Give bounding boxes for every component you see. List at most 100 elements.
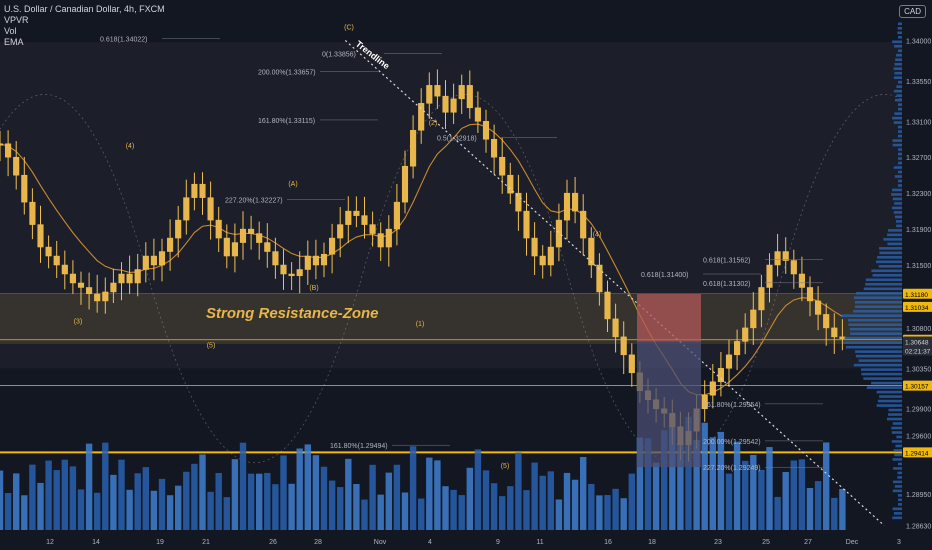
candle-body: [547, 246, 554, 266]
candle-body: [831, 327, 838, 338]
vpvr-row: [855, 350, 902, 353]
symbol-title[interactable]: U.S. Dollar / Canadian Dollar, 4h, FXCM: [4, 4, 165, 14]
volume-bar: [539, 475, 546, 530]
candle-body: [774, 251, 781, 266]
vpvr-row: [896, 85, 902, 88]
indicator-vpvr[interactable]: VPVR: [4, 15, 29, 25]
candle-body: [110, 282, 117, 293]
candle-body: [369, 224, 376, 234]
volume-bar: [604, 495, 611, 530]
volume-bar: [580, 456, 587, 530]
fib-label: 200.00%(1.29542): [703, 439, 761, 446]
price-badge-label: 1.31034: [905, 305, 929, 312]
volume-bar: [661, 430, 668, 530]
candle-body: [580, 210, 587, 239]
volume-bar: [37, 482, 44, 530]
price-tick-label: 1.28630: [906, 524, 931, 531]
candle-body: [620, 336, 627, 356]
volume-bar: [118, 459, 125, 530]
indicator-vol[interactable]: Vol: [4, 26, 17, 36]
vpvr-row: [888, 229, 902, 232]
volume-bar: [45, 460, 52, 530]
candle-body: [272, 251, 279, 266]
vpvr-row: [893, 89, 902, 93]
price-axis: 1.34000 1.33550 1.33100 1.32700 1.32300 1.319…: [902, 0, 932, 550]
vpvr-row: [892, 197, 902, 201]
currency-badge[interactable]: CAD: [899, 5, 926, 18]
volume-bar: [644, 438, 652, 530]
price-tick-label: 1.31500: [906, 263, 931, 270]
vpvr-row: [894, 44, 902, 48]
vpvr-row: [877, 256, 902, 259]
volume-bar: [798, 459, 806, 530]
price-tick-label: 1.29600: [906, 434, 931, 441]
volume-bar: [733, 441, 741, 530]
candle-body: [337, 224, 344, 239]
vpvr-row: [847, 318, 902, 322]
volume-bar: [377, 494, 384, 530]
volume-bar: [442, 486, 449, 530]
vpvr-row: [892, 188, 902, 192]
vpvr-row: [871, 269, 902, 273]
vpvr-row: [894, 485, 902, 488]
time-tick-label: 3: [897, 539, 901, 546]
vpvr-row: [865, 278, 902, 282]
volume-bar: [418, 498, 425, 530]
vpvr-row: [893, 449, 902, 452]
vpvr-row: [898, 498, 902, 502]
vpvr-row: [891, 426, 902, 430]
volume-bar: [434, 460, 441, 530]
wave-label: (1): [416, 321, 425, 328]
vpvr-row: [893, 67, 902, 71]
volume-bar: [61, 459, 68, 530]
vpvr-row: [853, 309, 902, 313]
candle-body: [223, 237, 230, 257]
vpvr-row: [896, 94, 902, 97]
volume-bar: [69, 466, 77, 530]
price-badge-label: 1.30648: [905, 340, 929, 347]
vpvr-row: [898, 503, 902, 506]
price-tick-label: 1.32700: [906, 155, 931, 162]
wave-label: (2): [429, 120, 438, 127]
candle-body: [734, 341, 741, 356]
candle-body: [458, 85, 465, 100]
vpvr-row: [893, 76, 902, 79]
vpvr-row: [897, 471, 902, 475]
vpvr-row: [878, 265, 902, 268]
vpvr-row: [894, 453, 902, 457]
volume-bar: [628, 473, 635, 530]
volume-bar: [531, 462, 538, 530]
candle-body: [69, 273, 76, 284]
candle-body: [717, 368, 724, 383]
volume-bar: [426, 457, 433, 530]
time-axis-background: [0, 530, 902, 550]
vpvr-row: [879, 247, 902, 250]
candle-body: [474, 107, 481, 122]
indicator-ema[interactable]: EMA: [4, 37, 24, 47]
volume-bar: [4, 493, 12, 530]
vpvr-row: [883, 238, 902, 241]
cycle-arc: [359, 94, 571, 284]
vpvr-row: [854, 300, 902, 304]
vpvr-row: [853, 363, 902, 367]
candle-body: [312, 255, 319, 266]
volume-bar: [636, 437, 644, 530]
vpvr-row: [898, 22, 902, 26]
vpvr-row: [871, 381, 902, 385]
cycle-arc: [779, 94, 932, 284]
candle-body: [239, 228, 247, 243]
fib-label: 161.80%(1.29954): [703, 402, 761, 409]
time-axis: 12 14 19 21 26 28 Nov 4 9 11 16 18 23 25 27 Dec 3: [0, 530, 902, 550]
price-tick-label: 1.29900: [906, 407, 931, 414]
take-profit-zone: [637, 341, 701, 468]
vpvr-row: [860, 368, 902, 371]
candle-body: [515, 192, 522, 212]
zone-label: Strong Resistance-Zone: [206, 305, 379, 322]
vpvr-row: [897, 157, 902, 160]
candle-body: [29, 201, 36, 225]
volume-bar: [272, 484, 279, 530]
vpvr-row: [863, 287, 902, 291]
vpvr-row: [898, 103, 902, 106]
candle-body: [385, 228, 392, 248]
